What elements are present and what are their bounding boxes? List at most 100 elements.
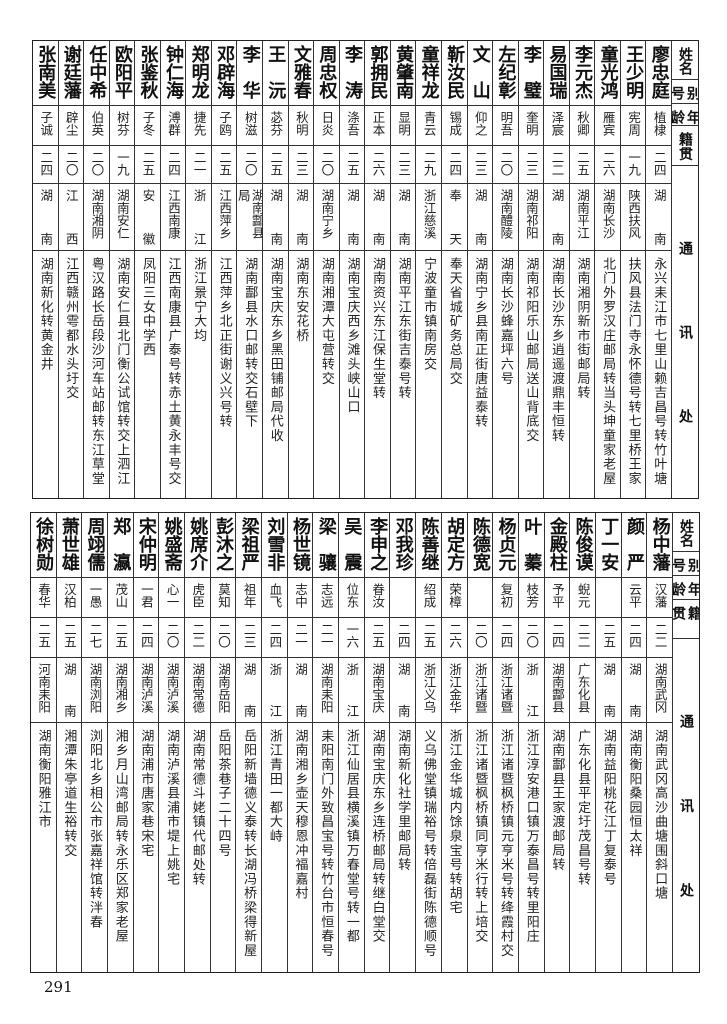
age-cell: 二四 bbox=[646, 146, 671, 184]
origin-cell: 湖南 bbox=[595, 658, 621, 723]
header-cell-name: 姓名 bbox=[672, 41, 698, 80]
age-cell: 二四 bbox=[133, 618, 159, 658]
header-column: 姓名 别号 年龄 籍贯 通讯处 bbox=[671, 41, 698, 498]
person-age: 二三 bbox=[241, 623, 257, 648]
header-age-label: 年龄 bbox=[673, 581, 699, 596]
alias-cell bbox=[467, 578, 493, 618]
alias-cell: 春华 bbox=[30, 578, 56, 618]
alias-cell: 心一 bbox=[159, 578, 184, 618]
person-origin: 湖南泸溪 bbox=[164, 663, 180, 713]
person-origin: 江西萍乡 bbox=[217, 189, 233, 239]
age-cell: 二二 bbox=[544, 146, 569, 184]
age-cell: 二六 bbox=[595, 146, 620, 184]
alias-cell: 树滋 bbox=[237, 106, 262, 146]
person-address: 湖南常德斗姥镇代邮处转 bbox=[189, 729, 205, 887]
person-address: 江西萍乡北正街谢义兴号转 bbox=[216, 257, 232, 429]
name-cell: 李申之 bbox=[364, 513, 390, 578]
person-origin: 湖南湘阴 bbox=[89, 189, 105, 239]
origin-cell: 湖南 bbox=[263, 184, 288, 251]
alias-cell: 一愚 bbox=[82, 578, 107, 618]
person-age: 一六 bbox=[344, 623, 360, 648]
person-alias: 虎臣 bbox=[190, 583, 206, 608]
person-entry: 李申之 眷汝 二五 湖南宝庆 湖南宝庆东乡连桥邮局转继白堂交 bbox=[363, 513, 390, 972]
address-cell: 湖南宝庆东乡黑田铺邮局代收 bbox=[263, 251, 288, 498]
address-cell: 湖南湘潭大屯营转交 bbox=[314, 251, 339, 498]
person-address: 耒阳南门外致昌宝号转竹台市恒春号 bbox=[318, 729, 334, 958]
person-age: 二五 bbox=[61, 623, 77, 648]
person-name: 叶蓁 bbox=[521, 517, 543, 571]
person-entry: 易国瑞 泽宸 二二 湖南 湖南长沙东乡逍遥渡鼎丰恒转 bbox=[543, 41, 569, 498]
person-entry: 文山 仰之 二三 湖南 湖南宁乡县南正街唐益泰转 bbox=[466, 41, 493, 498]
person-address: 浙江诸暨枫桥镇同亨米行转上培交 bbox=[472, 729, 488, 944]
person-age: 二五 bbox=[36, 623, 52, 648]
person-age: 二五 bbox=[575, 151, 591, 176]
person-name: 颜严 bbox=[623, 517, 645, 571]
header-cell-alias: 别号 bbox=[673, 552, 699, 576]
origin-cell: 广东化县 bbox=[570, 658, 595, 723]
age-cell: 二四 bbox=[32, 146, 58, 184]
person-alias: 奎明 bbox=[523, 111, 539, 136]
address-cell: 江西赣州雩都水头圩交 bbox=[59, 251, 84, 498]
address-cell: 浏阳北乡相公市张嘉祥馆转泮春 bbox=[82, 723, 107, 972]
person-origin: 湖南酃县 bbox=[549, 663, 565, 713]
alias-cell: 云平 bbox=[621, 578, 647, 618]
name-cell: 杨世镜 bbox=[287, 513, 313, 578]
person-entry: 郑明龙 捷先 二一 浙江 浙江景宁大均 bbox=[185, 41, 211, 498]
age-cell: 二〇 bbox=[58, 146, 84, 184]
origin-cell: 湖南湘乡 bbox=[107, 658, 133, 723]
age-cell: 一九 bbox=[620, 146, 646, 184]
alias-cell: 蜺元 bbox=[570, 578, 595, 618]
alias-cell: 日炎 bbox=[314, 106, 339, 146]
person-address: 湖南宝庆西乡滩头峡山口 bbox=[344, 257, 360, 415]
origin-cell: 安徽 bbox=[135, 184, 160, 251]
address-cell: 湖南泸溪县浦市堤上姚宅 bbox=[159, 723, 184, 972]
person-entry: 梁骧 志远 二一 湖南耒阳 耒阳南门外致昌宝号转竹台市恒春号 bbox=[312, 513, 339, 972]
person-age: 二〇 bbox=[242, 151, 258, 176]
header-cell-origin: 籍贯 bbox=[673, 600, 699, 639]
address-cell: 浙江金华城内馀泉宝号转胡宅 bbox=[442, 723, 467, 972]
person-alias: 血飞 bbox=[267, 583, 283, 608]
age-cell: 二七 bbox=[82, 618, 107, 658]
person-age: 二二 bbox=[575, 623, 591, 648]
person-address: 湘潭朱亭道生裕转交 bbox=[61, 729, 77, 858]
address-cell: 湘潭朱亭道生裕转交 bbox=[57, 723, 82, 972]
person-entry: 梁祖严 祖年 二三 湖南 岳阳新墙德义泰转长湖冯桥梁得新屋 bbox=[235, 513, 261, 972]
person-name: 张南美 bbox=[35, 45, 57, 99]
person-entry: 杨中藩 汉藩 二二 湖南武冈 湖南武冈高沙曲塘围斜口塘 bbox=[646, 513, 672, 972]
person-address: 奉天省城矿务总局交 bbox=[446, 257, 462, 386]
person-origin: 江西南康 bbox=[166, 189, 182, 239]
age-cell: 二〇 bbox=[237, 146, 262, 184]
page-number: 291 bbox=[44, 978, 73, 996]
person-alias: 心一 bbox=[164, 583, 180, 608]
age-cell: 二三 bbox=[236, 618, 261, 658]
alias-cell: 奎明 bbox=[518, 106, 544, 146]
person-address: 湖南宝庆东乡连桥邮局转继白堂交 bbox=[369, 729, 385, 944]
person-address: 湖南平江东街吉泰号转 bbox=[395, 257, 411, 400]
person-age: 二二 bbox=[549, 151, 565, 176]
person-address: 湖南武冈高沙曲塘围斜口塘 bbox=[652, 729, 668, 901]
origin-cell: 湖南 bbox=[390, 184, 416, 251]
origin-cell: 湖南湘阴 bbox=[84, 184, 109, 251]
alias-cell: 秋卿 bbox=[569, 106, 595, 146]
person-name: 钟仁海 bbox=[163, 45, 185, 99]
person-entry: 文雅春 秋明 二三 湖南 湖南东安花桥 bbox=[287, 41, 314, 498]
alias-cell: 虎臣 bbox=[184, 578, 210, 618]
header-name-label: 姓名 bbox=[677, 47, 693, 75]
person-entry: 廖忠庭 植棣 二四 湖南 永兴耒江市七里山赖吉昌号转竹叶塘 bbox=[645, 41, 671, 498]
address-cell: 湘乡月山湾邮局转永乐区郑家老屋 bbox=[108, 723, 133, 972]
person-origin: 湖南 bbox=[601, 663, 617, 717]
person-address: 湖南东安花桥 bbox=[293, 257, 309, 343]
address-cell: 凤阳三女中学西 bbox=[135, 251, 160, 498]
address-cell: 湖南祁阳乐山邮局送山背底交 bbox=[519, 251, 544, 498]
address-cell: 湖南宝庆东乡连桥邮局转继白堂交 bbox=[365, 723, 390, 972]
person-origin: 浙江慈溪 bbox=[421, 189, 437, 239]
name-cell: 王沅 bbox=[263, 41, 288, 106]
origin-cell: 湖南平江 bbox=[569, 184, 595, 251]
alias-cell: 子鸥 bbox=[211, 106, 237, 146]
person-address: 湖南湘阴新市街邮局转 bbox=[574, 257, 590, 400]
person-origin: 湖南 bbox=[61, 663, 77, 717]
origin-cell: 湖南 bbox=[365, 184, 390, 251]
person-name: 邓我珍 bbox=[392, 517, 414, 571]
age-cell: 二四 bbox=[390, 618, 416, 658]
address-cell: 江西南康县广泰号转赤土黄永丰号交 bbox=[161, 251, 186, 498]
